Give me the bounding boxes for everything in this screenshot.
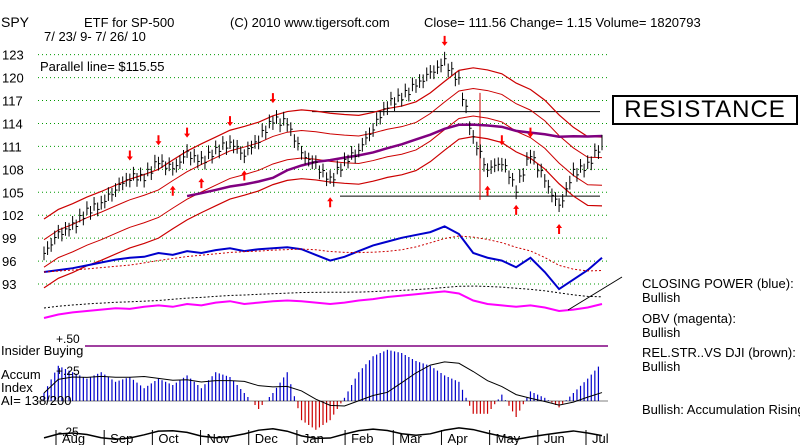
- y-tick-label: 105: [2, 185, 24, 200]
- uptrend-line: [567, 276, 623, 311]
- x-tick-label: Feb: [351, 431, 373, 445]
- obv-state: Bullish: [642, 325, 681, 340]
- sell-arrow: [441, 35, 448, 46]
- x-tick-label: Apr: [447, 431, 468, 445]
- accum-note: Bullish: Accumulation Rising: [642, 402, 800, 417]
- accum-label: Accum: [1, 367, 41, 382]
- plus50-label: +.50: [56, 332, 80, 346]
- relstr-state: Bullish: [642, 359, 681, 374]
- accum-ma-line: [43, 361, 603, 407]
- y-tick-label: 102: [2, 208, 24, 223]
- sell-arrow: [269, 93, 276, 104]
- x-tick-label: Jul: [592, 431, 609, 445]
- sell-arrow: [126, 150, 133, 161]
- closing-power-state: Bullish: [642, 290, 681, 305]
- buy-arrow: [169, 185, 176, 196]
- x-tick-label: Sep: [110, 431, 133, 445]
- ai-label: AI= 138/200: [1, 393, 72, 408]
- y-tick-label: 114: [2, 116, 23, 131]
- y-tick-label: 108: [2, 162, 24, 177]
- x-tick-label: Jan: [303, 431, 324, 445]
- closing-power-label: CLOSING POWER (blue):: [642, 276, 794, 291]
- date-range: 7/ 23/ 9- 7/ 26/ 10: [44, 29, 146, 44]
- obv-ma: [43, 285, 603, 309]
- buy-arrow: [327, 197, 334, 208]
- copyright-text: (C) 2010 www.tigersoft.com: [230, 15, 390, 30]
- parallel-line-label: Parallel line= $115.55: [40, 59, 165, 74]
- relstr-label: REL.STR..VS DJI (brown):: [642, 345, 796, 360]
- x-tick-label: Nov: [207, 431, 231, 445]
- y-tick-label: 120: [2, 71, 24, 86]
- minus25-label: -.25: [58, 425, 79, 439]
- buy-arrow: [484, 185, 491, 196]
- lower-band: [43, 136, 603, 289]
- y-tick-label: 96: [2, 254, 16, 269]
- x-tick-label: Mar: [399, 431, 422, 445]
- inner-upper-band: [43, 87, 603, 241]
- insider-buying-label: Insider Buying: [1, 343, 84, 358]
- x-tick-label: Oct: [158, 431, 179, 445]
- sell-arrow: [155, 135, 162, 146]
- x-tick-label: Dec: [255, 431, 279, 445]
- buy-arrow: [241, 170, 248, 181]
- y-tick-label: 123: [2, 48, 24, 63]
- closing-power-line: [43, 225, 603, 291]
- moving-average-line: [186, 123, 603, 198]
- plus25-label: +.25: [56, 364, 80, 378]
- closing-power-ma: [43, 235, 603, 273]
- y-tick-label: 93: [2, 277, 16, 292]
- x-tick-label: Aug: [62, 431, 85, 445]
- buy-arrow: [556, 224, 563, 235]
- inner-lower-band: [43, 115, 603, 268]
- resistance-callout: RESISTANCE: [612, 95, 798, 125]
- quote-text: Close= 111.56 Change= 1.15 Volume= 18207…: [424, 15, 701, 30]
- ticker-label: SPY: [1, 14, 30, 30]
- etf-title: ETF for SP-500: [84, 15, 175, 30]
- sell-arrow: [527, 127, 534, 138]
- relstr-line: [43, 427, 603, 441]
- sell-arrow: [184, 127, 191, 138]
- x-tick-label: Jun: [544, 431, 565, 445]
- obv-line: [43, 290, 603, 319]
- sell-arrow: [227, 116, 233, 127]
- x-tick-label: May: [496, 431, 521, 445]
- buy-arrow: [198, 178, 205, 189]
- obv-label: OBV (magenta):: [642, 311, 736, 326]
- index-label: Index: [1, 380, 33, 395]
- y-tick-label: 111: [2, 139, 22, 154]
- y-tick-label: 99: [2, 231, 16, 246]
- y-tick-label: 117: [2, 94, 23, 109]
- buy-arrow: [513, 204, 520, 215]
- sell-arrow: [498, 135, 505, 146]
